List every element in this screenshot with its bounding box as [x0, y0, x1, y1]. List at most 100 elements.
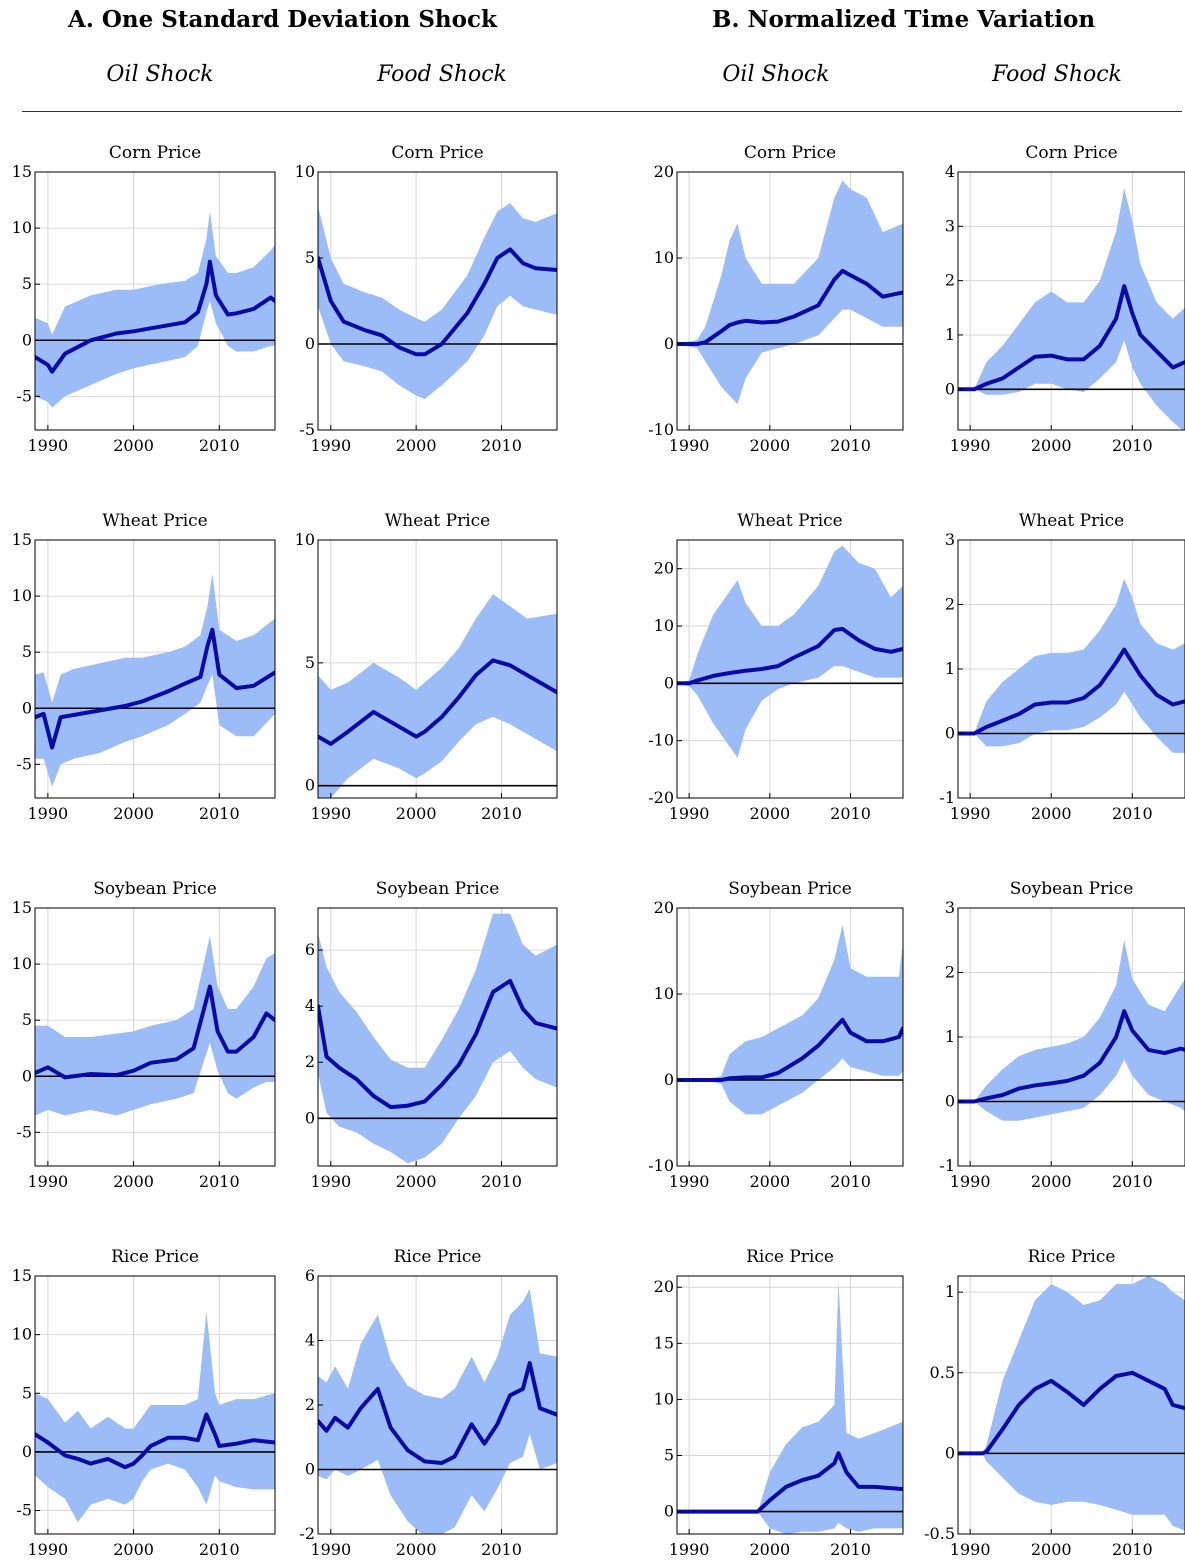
panel-4-2-ytick-label: -2: [299, 1524, 315, 1543]
panel-4-2-ytick-label: 2: [305, 1395, 315, 1414]
panel-4-1-median-line: [35, 1412, 275, 1470]
panel-4-3-median-line: [677, 1451, 903, 1514]
panel-2-2-xtick-label: 1990: [310, 804, 351, 823]
panel-3-3-ytick-label: 20: [654, 898, 674, 917]
panel-2-1-ytick-label: 5: [22, 642, 32, 661]
panel-3-1-plot-area: [35, 936, 275, 1116]
panel-2-3-title: Wheat Price: [737, 511, 842, 531]
panel-1-2-ytick-label: -5: [299, 420, 315, 439]
panel-3-1-confidence-band: [35, 936, 275, 1116]
panel-3-2-ytick-label: 6: [305, 940, 315, 959]
panel-4-2-median-line: [318, 1361, 557, 1465]
panel-1-4-median-line: [958, 284, 1185, 392]
panel-4-4-confidence-band: [958, 1276, 1185, 1531]
panel-2-2-frame: [317, 539, 558, 799]
panel-1-3-xtick-label: 2010: [830, 436, 871, 455]
panel-4-4-plot-area: [958, 1276, 1185, 1531]
panel-2-1-confidence-band: [35, 573, 275, 787]
panel-2-4-ytick-label: 0: [945, 724, 955, 743]
panel-2-4-plot-area: [958, 578, 1185, 753]
panel-4-2-a-food-shock-rice-price: -2 0 2 4 6 1990 2000 2010 Rice Price: [299, 1247, 558, 1559]
column-heading-a-food: Food Shock: [377, 62, 507, 87]
panel-3-3-xtick-label: 2010: [830, 1172, 871, 1191]
panel-2-1-a-oil-shock-wheat-price: -5 0 5 10 15 1990 2000 2010 Wheat Price: [12, 511, 276, 823]
panel-1-1-frame: [34, 171, 276, 431]
panel-3-1-xtick-label: 2000: [113, 1172, 154, 1191]
panel-3-4-xtick-label: 2010: [1112, 1172, 1153, 1191]
section-b-title: B. Normalized Time Variation: [712, 6, 1096, 33]
panel-1-3-ytick-label: -10: [648, 420, 674, 439]
panel-2-1-median-line: [35, 627, 275, 750]
panel-1-1-xtick-label: 2010: [199, 436, 240, 455]
panel-3-4-ytick-label: 0: [945, 1092, 955, 1111]
panel-1-3-b-oil-shock-corn-price: -10 0 10 20 1990 2000 2010 Corn Price: [648, 143, 904, 455]
panel-1-1-title: Corn Price: [109, 143, 201, 163]
panel-4-3-ytick-label: 5: [664, 1445, 674, 1464]
panel-2-2-xtick-label: 2010: [481, 804, 522, 823]
panel-3-2-ytick-label: 2: [305, 1052, 315, 1071]
panel-3-3-plot-area: [677, 925, 903, 1115]
panel-4-4-frame: [957, 1275, 1185, 1535]
column-heading-b-oil: Oil Shock: [722, 62, 830, 87]
panel-4-1-title: Rice Price: [111, 1247, 199, 1267]
panel-2-1-xtick-label: 2010: [199, 804, 240, 823]
panel-3-1-a-oil-shock-soybean-price: -5 0 5 10 15 1990 2000 2010 Soybean Price: [12, 879, 276, 1191]
panel-1-4-confidence-band: [958, 188, 1185, 430]
panel-1-3-xtick-label: 1990: [669, 436, 710, 455]
panel-2-1-xtick-label: 2000: [113, 804, 154, 823]
panel-1-1-ytick-label: 10: [12, 218, 32, 237]
panel-3-4-xtick-label: 2000: [1031, 1172, 1072, 1191]
panel-4-1-ytick-label: 0: [22, 1442, 32, 1461]
panel-4-2-confidence-band: [318, 1288, 557, 1534]
panel-1-3-ytick-label: 20: [654, 162, 674, 181]
panel-4-2-xtick-label: 1990: [310, 1540, 351, 1559]
panel-4-1-plot-area: [35, 1311, 275, 1523]
panel-3-4-plot-area: [958, 940, 1185, 1121]
panel-1-4-ytick-label: 3: [945, 216, 955, 235]
panel-1-4-ytick-label: 2: [945, 271, 955, 290]
panel-2-1-ytick-label: 10: [12, 586, 32, 605]
panel-2-3-confidence-band: [677, 545, 903, 758]
panel-1-1-plot-area: [35, 211, 275, 408]
panel-1-2-ytick-label: 10: [295, 162, 315, 181]
panel-1-2-frame: [317, 171, 558, 431]
panel-3-1-frame: [34, 907, 276, 1167]
panel-2-2-xtick-label: 2000: [396, 804, 437, 823]
panel-2-2-confidence-band: [318, 594, 557, 798]
panel-3-2-frame: [317, 907, 558, 1167]
panel-4-4-xtick-label: 2000: [1031, 1540, 1072, 1559]
panel-4-1-frame: [34, 1275, 276, 1535]
panel-2-4-median-line: [958, 647, 1185, 736]
panel-1-3-median-line: [677, 268, 903, 346]
panel-3-3-median-line: [677, 1017, 903, 1082]
panel-1-4-xtick-label: 2000: [1031, 436, 1072, 455]
panel-4-3-xtick-label: 1990: [669, 1540, 710, 1559]
panel-2-2-plot-area: [318, 594, 557, 798]
panel-2-4-b-food-shock-wheat-price: -1 0 1 2 3 1990 2000 2010 Wheat Price: [939, 511, 1185, 823]
panel-1-1-ytick-label: 15: [12, 162, 32, 181]
panel-1-4-frame: [957, 171, 1185, 431]
panel-4-3-b-oil-shock-rice-price: 0 5 10 15 20 1990 2000 2010 Rice Price: [654, 1247, 904, 1559]
panel-3-3-xtick-label: 1990: [669, 1172, 710, 1191]
panel-3-3-confidence-band: [677, 925, 903, 1115]
panel-1-4-ytick-label: 1: [945, 325, 955, 344]
panel-2-1-ytick-label: -5: [16, 754, 32, 773]
panel-2-4-ytick-label: 1: [945, 659, 955, 678]
column-heading-a-oil: Oil Shock: [106, 62, 214, 87]
panel-4-4-median-line: [958, 1370, 1185, 1456]
header-rule: [22, 111, 1182, 112]
panel-2-3-xtick-label: 2010: [830, 804, 871, 823]
panel-1-3-ytick-label: 10: [654, 248, 674, 267]
panel-3-4-b-food-shock-soybean-price: -1 0 1 2 3 1990 2000 2010 Soybean Price: [939, 879, 1185, 1191]
column-heading-b-food: Food Shock: [992, 62, 1122, 87]
panel-4-1-confidence-band: [35, 1311, 275, 1523]
panel-3-1-title: Soybean Price: [93, 879, 217, 899]
panel-1-4-ytick-label: 0: [945, 379, 955, 398]
panel-4-1-xtick-label: 1990: [27, 1540, 68, 1559]
panel-1-2-confidence-band: [318, 203, 557, 399]
panel-2-3-plot-area: [677, 545, 903, 758]
panel-4-4-b-food-shock-rice-price: -0.5 0 0.5 1 1990 2000 2010 Rice Price: [924, 1247, 1185, 1559]
panel-1-2-a-food-shock-corn-price: -5 0 5 10 1990 2000 2010 Corn Price: [295, 143, 558, 455]
panel-2-2-a-food-shock-wheat-price: 0 5 10 1990 2000 2010 Wheat Price: [295, 511, 558, 823]
panel-2-3-ytick-label: 10: [654, 616, 674, 635]
